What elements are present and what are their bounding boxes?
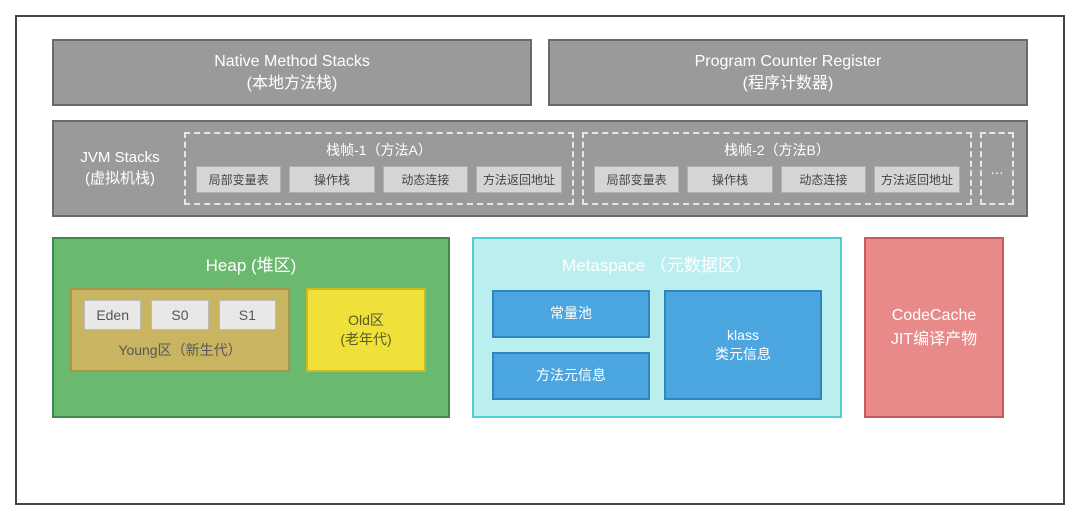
frame-item: 局部变量表 — [594, 166, 679, 193]
frame-1-title: 栈帧-1（方法A） — [196, 140, 562, 160]
young-spaces: Eden S0 S1 — [84, 300, 276, 330]
top-row: Native Method Stacks (本地方法栈) Program Cou… — [52, 39, 1028, 106]
klass-box: klass 类元信息 — [664, 290, 822, 400]
eden-space: Eden — [84, 300, 141, 330]
bottom-row: Heap (堆区) Eden S0 S1 Young区（新生代） Old区 (老… — [52, 237, 1028, 418]
pc-title: Program Counter Register — [550, 51, 1026, 73]
stack-frames-ellipsis: … — [980, 132, 1014, 205]
s1-space: S1 — [219, 300, 276, 330]
method-meta-box: 方法元信息 — [492, 352, 650, 400]
stack-frame-2: 栈帧-2（方法B） 局部变量表 操作栈 动态连接 方法返回地址 — [582, 132, 972, 205]
metaspace-box: Metaspace （元数据区） 常量池 方法元信息 klass 类元信息 — [472, 237, 842, 418]
frame-item: 方法返回地址 — [476, 166, 562, 193]
frame-2-items: 局部变量表 操作栈 动态连接 方法返回地址 — [594, 166, 960, 193]
frame-item: 局部变量表 — [196, 166, 281, 193]
jvm-memory-diagram: Native Method Stacks (本地方法栈) Program Cou… — [15, 15, 1065, 505]
frame-item: 动态连接 — [383, 166, 468, 193]
jvm-stacks-box: JVM Stacks (虚拟机栈) 栈帧-1（方法A） 局部变量表 操作栈 动态… — [52, 120, 1028, 217]
frame-item: 动态连接 — [781, 166, 866, 193]
stack-frames-container: 栈帧-1（方法A） 局部变量表 操作栈 动态连接 方法返回地址 栈帧-2（方法B… — [184, 132, 1014, 205]
jvm-stacks-label: JVM Stacks (虚拟机栈) — [66, 148, 174, 189]
s0-space: S0 — [151, 300, 208, 330]
native-title: Native Method Stacks — [54, 51, 530, 73]
frame-item: 操作栈 — [289, 166, 374, 193]
native-subtitle: (本地方法栈) — [54, 73, 530, 95]
young-gen-box: Eden S0 S1 Young区（新生代） — [70, 288, 290, 372]
stack-frame-1: 栈帧-1（方法A） 局部变量表 操作栈 动态连接 方法返回地址 — [184, 132, 574, 205]
metaspace-right-col: klass 类元信息 — [664, 290, 822, 400]
frame-1-items: 局部变量表 操作栈 动态连接 方法返回地址 — [196, 166, 562, 193]
native-method-stacks-box: Native Method Stacks (本地方法栈) — [52, 39, 532, 106]
codecache-line2: JIT编译产物 — [891, 328, 977, 352]
heap-body: Eden S0 S1 Young区（新生代） Old区 (老年代) — [70, 288, 432, 372]
metaspace-body: 常量池 方法元信息 klass 类元信息 — [492, 290, 822, 400]
metaspace-left-col: 常量池 方法元信息 — [492, 290, 650, 400]
frame-item: 操作栈 — [687, 166, 772, 193]
heap-box: Heap (堆区) Eden S0 S1 Young区（新生代） Old区 (老… — [52, 237, 450, 418]
frame-item: 方法返回地址 — [874, 166, 960, 193]
metaspace-title: Metaspace （元数据区） — [492, 251, 822, 276]
old-gen-box: Old区 (老年代) — [306, 288, 426, 372]
pc-subtitle: (程序计数器) — [550, 73, 1026, 95]
young-label: Young区（新生代） — [84, 340, 276, 360]
program-counter-box: Program Counter Register (程序计数器) — [548, 39, 1028, 106]
codecache-box: CodeCache JIT编译产物 — [864, 237, 1004, 418]
codecache-line1: CodeCache — [892, 304, 977, 328]
heap-title: Heap (堆区) — [70, 251, 432, 276]
frame-2-title: 栈帧-2（方法B） — [594, 140, 960, 160]
constant-pool-box: 常量池 — [492, 290, 650, 338]
